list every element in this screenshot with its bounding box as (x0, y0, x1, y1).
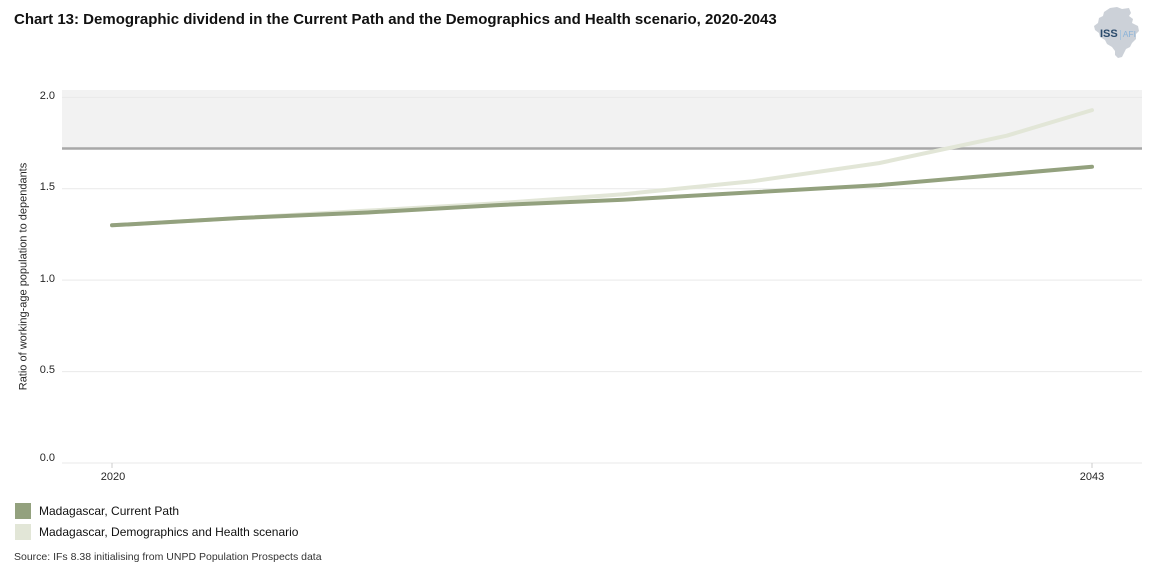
legend-label: Madagascar, Current Path (39, 504, 180, 518)
y-axis-title: Ratio of working-age population to depen… (17, 162, 30, 391)
chart-title: Chart 13: Demographic dividend in the Cu… (14, 11, 777, 28)
series-line-0 (110, 164, 1094, 228)
legend-swatch-current-path (15, 503, 31, 519)
legend-item: Madagascar, Current Path (15, 503, 298, 519)
y-tick-label: 1.5 (39, 181, 55, 193)
y-tick-label: 0.5 (39, 364, 55, 376)
source-note: Source: IFs 8.38 initialising from UNPD … (14, 551, 322, 563)
logo-divider (1119, 29, 1121, 40)
highlight-band (62, 90, 1142, 149)
africa-map-icon (1094, 7, 1139, 58)
x-tick-label: 2043 (1079, 471, 1105, 483)
legend-swatch-demographics-health (15, 524, 31, 540)
y-tick-label: 2.0 (39, 90, 55, 102)
y-tick-label: 1.0 (39, 273, 55, 285)
y-tick-label: 0.0 (39, 452, 55, 464)
logo-text: ISS AFI (1100, 29, 1136, 40)
afi-label: AFI (1122, 29, 1136, 40)
legend-label: Madagascar, Demographics and Health scen… (39, 525, 299, 539)
x-tick-label: 2020 (100, 471, 126, 483)
legend: Madagascar, Current Path Madagascar, Dem… (15, 503, 298, 545)
legend-item: Madagascar, Demographics and Health scen… (15, 524, 298, 540)
iss-label: ISS (1100, 28, 1118, 40)
iss-afi-logo: ISS AFI (1086, 6, 1148, 58)
